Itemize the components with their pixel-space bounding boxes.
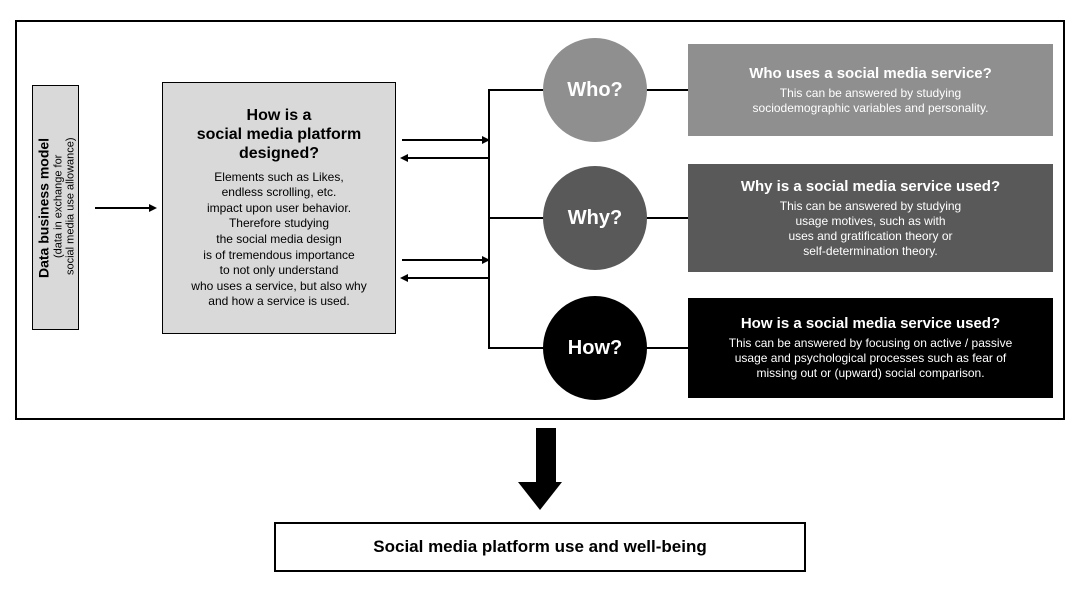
why-info-title: Why is a social media service used? xyxy=(741,178,1000,195)
big-arrow-shaft xyxy=(536,428,556,482)
why-circle: Why? xyxy=(543,166,647,270)
who-info-box: Who uses a social media service? This ca… xyxy=(688,44,1053,136)
data-business-title: Data business model xyxy=(35,137,53,277)
why-info-box: Why is a social media service used? This… xyxy=(688,164,1053,272)
who-circle: Who? xyxy=(543,38,647,142)
connector-vertical xyxy=(488,90,490,348)
how-info-box: How is a social media service used? This… xyxy=(688,298,1053,398)
how-info-body: This can be answered by focusing on acti… xyxy=(729,336,1013,381)
arrow-design-in-bot xyxy=(408,277,488,279)
arrow-data-to-design xyxy=(95,207,149,209)
who-info-title: Who uses a social media service? xyxy=(749,65,992,82)
arrow-design-in-top-head xyxy=(400,154,408,162)
who-circle-label: Who? xyxy=(567,79,623,102)
big-arrow-head xyxy=(518,482,562,510)
big-down-arrow xyxy=(518,428,562,510)
who-info-body: This can be answered by studying sociode… xyxy=(753,86,989,116)
connector-to-why xyxy=(488,217,545,219)
design-box: How is a social media platform designed?… xyxy=(162,82,396,334)
connector-who-box xyxy=(645,89,688,91)
outcome-label: Social media platform use and well-being xyxy=(373,537,706,557)
arrow-design-in-top xyxy=(408,157,488,159)
connector-to-who xyxy=(488,89,545,91)
design-box-body: Elements such as Likes, endless scrollin… xyxy=(191,170,366,310)
arrow-design-out-top xyxy=(402,139,482,141)
arrow-data-to-design-head xyxy=(149,204,157,212)
how-info-title: How is a social media service used? xyxy=(741,315,1000,332)
design-box-title: How is a social media platform designed? xyxy=(197,106,362,164)
connector-how-box xyxy=(645,347,688,349)
arrow-design-out-bot xyxy=(402,259,482,261)
outcome-box: Social media platform use and well-being xyxy=(274,522,806,572)
arrow-design-in-bot-head xyxy=(400,274,408,282)
why-info-body: This can be answered by studying usage m… xyxy=(780,199,961,259)
how-circle: How? xyxy=(543,296,647,400)
data-business-box: Data business model (data in exchange fo… xyxy=(32,85,79,330)
connector-to-how xyxy=(488,347,545,349)
connector-why-box xyxy=(645,217,688,219)
why-circle-label: Why? xyxy=(568,207,622,230)
how-circle-label: How? xyxy=(568,337,622,360)
data-business-subtitle: (data in exchange for social media use a… xyxy=(53,138,77,276)
